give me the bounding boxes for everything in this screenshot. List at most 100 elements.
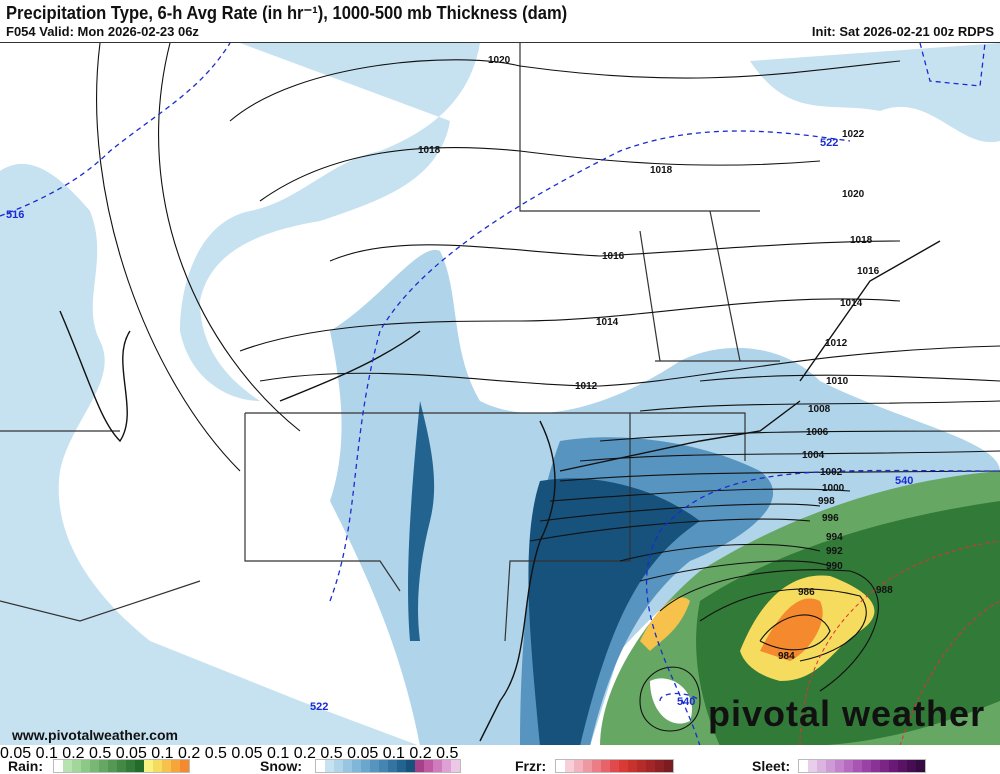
- snow-color-swatch: [424, 760, 433, 772]
- frzr-color-swatch: [556, 760, 565, 772]
- rain-shading: [600, 471, 1000, 746]
- sleet-color-swatch: [916, 760, 925, 772]
- isobar-label: 1016: [602, 251, 625, 262]
- pressure-labels: 1020 1018 1018 1016 1014 1012 1022 1020 …: [418, 55, 893, 662]
- snow-color-swatch: [343, 760, 352, 772]
- isobars: [96, 43, 1000, 732]
- isobar-label: 1012: [575, 381, 598, 392]
- isobar-label: 1014: [596, 317, 619, 328]
- sleet-color-swatch: [835, 760, 844, 772]
- isobar-label: 986: [798, 587, 815, 598]
- isobar-label: 1018: [850, 235, 873, 246]
- sleet-color-swatch: [871, 760, 880, 772]
- isobar-label: 990: [826, 561, 843, 572]
- snow-color-swatch: [388, 760, 397, 772]
- snow-color-swatch: [352, 760, 361, 772]
- frzr-color-swatch: [628, 760, 637, 772]
- frzr-color-swatch: [637, 760, 646, 772]
- frzr-color-bar: [555, 759, 674, 773]
- frzr-color-swatch: [610, 760, 619, 772]
- tick-label: 0.05: [347, 745, 379, 762]
- frzr-color-swatch: [664, 760, 673, 772]
- tick-label: 0.1: [35, 745, 58, 762]
- snow-color-swatch: [397, 760, 406, 772]
- coastline: [59, 240, 941, 742]
- sleet-color-swatch: [889, 760, 898, 772]
- rain-color-swatch: [99, 760, 108, 772]
- rain-color-swatch: [126, 760, 135, 772]
- pivotal-weather-logo: pivotal weather: [708, 693, 986, 734]
- rain-color-swatch: [54, 760, 63, 772]
- isobar-label: 1002: [820, 467, 843, 478]
- tick-label: 0.2: [409, 745, 432, 762]
- tick-label: 0.5: [320, 745, 343, 762]
- snow-color-swatch: [370, 760, 379, 772]
- frzr-color-swatch: [601, 760, 610, 772]
- frzr-color-swatch: [655, 760, 664, 772]
- isobar-label: 1000: [822, 483, 845, 494]
- thickness-label: 540: [677, 696, 695, 708]
- frzr-color-swatch: [565, 760, 574, 772]
- tick-label: 0.5: [89, 745, 112, 762]
- snow-color-swatch: [406, 760, 415, 772]
- watermark-url: www.pivotalweather.com: [12, 727, 178, 743]
- tick-label: 0.5: [204, 745, 227, 762]
- isobar-label: 1022: [842, 129, 865, 140]
- sleet-color-swatch: [817, 760, 826, 772]
- rain-color-swatch: [162, 760, 171, 772]
- tick-label: 0.2: [293, 745, 316, 762]
- legend-label: Rain:: [8, 758, 43, 774]
- thickness-label: 540: [895, 475, 913, 487]
- snow-color-swatch: [442, 760, 451, 772]
- tick-label: 0.2: [178, 745, 201, 762]
- tick-label: 0.1: [151, 745, 174, 762]
- rain-color-swatch: [81, 760, 90, 772]
- state-borders: [0, 43, 780, 642]
- rain-color-swatch: [108, 760, 117, 772]
- isobar-label: 1010: [826, 376, 849, 387]
- thickness-lines: [0, 43, 1000, 746]
- sleet-color-swatch: [808, 760, 817, 772]
- isobar-label: 992: [826, 546, 843, 557]
- tick-label: 0.05: [231, 745, 263, 762]
- thickness-label: 522: [820, 137, 838, 149]
- map-canvas: 1020 1018 1018 1016 1014 1012 1022 1020 …: [0, 43, 1000, 746]
- isobar-label: 1006: [806, 427, 829, 438]
- frzr-color-swatch: [619, 760, 628, 772]
- rain-color-swatch: [153, 760, 162, 772]
- snow-color-swatch: [415, 760, 424, 772]
- snow-color-swatch: [433, 760, 442, 772]
- frzr-color-swatch: [592, 760, 601, 772]
- isobar-label: 1016: [857, 266, 880, 277]
- isobar-label: 1008: [808, 404, 831, 415]
- tick-label: 0.05: [0, 745, 32, 762]
- isobar-label: 996: [822, 513, 839, 524]
- legend: Rain: Snow: Frzr: Sleet: 0.05 0.1 0.2 0.…: [0, 745, 1000, 774]
- frzr-color-swatch: [583, 760, 592, 772]
- tick-label: 0.05: [115, 745, 147, 762]
- rain-color-swatch: [72, 760, 81, 772]
- thickness-labels: 516 522 540 522 540: [6, 137, 913, 713]
- sleet-color-swatch: [898, 760, 907, 772]
- isobar-label: 1014: [840, 298, 863, 309]
- weather-map[interactable]: 1020 1018 1018 1016 1014 1012 1022 1020 …: [0, 42, 1000, 746]
- sleet-color-bar: [798, 759, 926, 773]
- snow-color-swatch: [361, 760, 370, 772]
- tick-label: 0.1: [382, 745, 405, 762]
- sleet-color-swatch: [799, 760, 808, 772]
- sleet-color-swatch: [844, 760, 853, 772]
- tick-label: 0.2: [62, 745, 85, 762]
- rain-color-swatch: [144, 760, 153, 772]
- sleet-color-swatch: [880, 760, 889, 772]
- frzr-color-swatch: [646, 760, 655, 772]
- isobar-label: 1020: [842, 189, 865, 200]
- isobar-label: 1012: [825, 338, 848, 349]
- snow-color-swatch: [379, 760, 388, 772]
- sleet-color-swatch: [862, 760, 871, 772]
- sleet-color-swatch: [907, 760, 916, 772]
- rain-color-swatch: [63, 760, 72, 772]
- rain-color-bar: [53, 759, 190, 773]
- isobar-label: 988: [876, 585, 893, 596]
- isobar-label: 1020: [488, 55, 511, 66]
- sleet-color-swatch: [853, 760, 862, 772]
